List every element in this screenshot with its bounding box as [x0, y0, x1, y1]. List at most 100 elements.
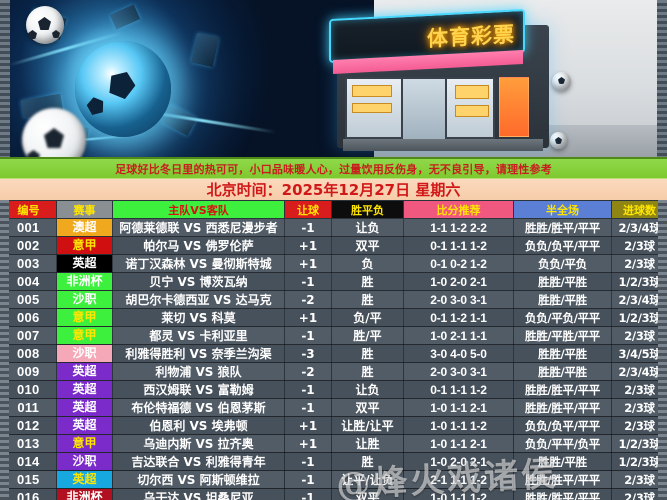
hero-banner-image: 体育彩票: [0, 0, 667, 157]
soccer-ball-icon: [550, 132, 567, 149]
table-row[interactable]: 001 澳超 阿德莱德联 VS 西悉尼漫步者 -1 让负 1-1 1-2 2-2 胜胜/胜平…: [0, 218, 667, 237]
cell-goals: 2/3/4球: [611, 218, 667, 237]
cell-result: 让负: [331, 380, 404, 399]
cell-match: 帕尔马 VS 佛罗伦萨: [112, 236, 285, 255]
cell-goals: 1/2/3球: [611, 434, 667, 453]
table-row[interactable]: 008 沙职 利雅得胜利 VS 奈季兰沟渠 -3 胜 3-0 4-0 5-0 胜胜/平胜 3/…: [0, 344, 667, 363]
cell-score: 1-0 1-1 2-1: [403, 398, 514, 417]
cell-result: 双平: [331, 236, 404, 255]
cell-league: 非洲杯: [56, 488, 113, 500]
cell-id: 012: [0, 416, 57, 435]
cell-halftime: 胜胜/平胜/平平: [513, 326, 612, 345]
cell-league: 沙职: [56, 344, 113, 363]
table-row[interactable]: 011 英超 布伦特福德 VS 伯恩茅斯 -1 双平 1-0 1-1 2-1 胜胜/胜平/平…: [0, 398, 667, 417]
cell-handicap: -1: [284, 272, 332, 291]
cell-league: 意甲: [56, 236, 113, 255]
cell-handicap: -1: [284, 398, 332, 417]
table-row[interactable]: 012 英超 伯恩利 VS 埃弗顿 +1 让胜/让平 1-0 1-1 1-2 负负/负平/平…: [0, 416, 667, 435]
cell-id: 002: [0, 236, 57, 255]
cell-goals: 1/2/3球: [611, 452, 667, 471]
cell-result: 让负: [331, 218, 404, 237]
cell-result: 双平: [331, 488, 404, 500]
cell-score: 1-1 1-2 2-2: [403, 218, 514, 237]
table-row[interactable]: 007 意甲 都灵 VS 卡利亚里 -1 胜/平 1-0 2-1 1-1 胜胜/平胜/平平 2…: [0, 326, 667, 345]
column-header-match: 主队VS客队: [112, 200, 285, 219]
cell-match: 切尔西 VS 阿斯顿维拉: [112, 470, 285, 489]
cell-goals: 2/3球: [611, 398, 667, 417]
cell-handicap: -1: [284, 470, 332, 489]
league-badge: 沙职: [57, 291, 112, 308]
cell-halftime: 胜胜/平胜: [513, 362, 612, 381]
cell-match: 阿德莱德联 VS 西悉尼漫步者: [112, 218, 285, 237]
cell-goals: 2/3球: [611, 254, 667, 273]
cell-match: 利物浦 VS 狼队: [112, 362, 285, 381]
cell-halftime: 负负/平平/负平: [513, 434, 612, 453]
cell-league: 意甲: [56, 434, 113, 453]
column-header-halftime: 半全场: [513, 200, 612, 219]
cell-league: 英超: [56, 398, 113, 417]
cell-score: 1-0 2-0 2-1: [403, 452, 514, 471]
cell-league: 沙职: [56, 452, 113, 471]
cell-halftime: 胜胜/胜平/平平: [513, 470, 612, 489]
column-header-handicap: 让球: [284, 200, 332, 219]
cell-id: 014: [0, 452, 57, 471]
cell-halftime: 胜胜/平胜: [513, 290, 612, 309]
league-badge: 英超: [57, 255, 112, 272]
cell-halftime: 胜胜/胜平/平平: [513, 398, 612, 417]
cell-match: 西汉姆联 VS 富勒姆: [112, 380, 285, 399]
league-badge: 沙职: [57, 345, 112, 362]
shop-promo-banner: [498, 77, 529, 138]
table-row[interactable]: 010 英超 西汉姆联 VS 富勒姆 -1 让负 0-1 1-1 1-2 胜胜/胜平/平平 2…: [0, 380, 667, 399]
cell-match: 乌迪内斯 VS 拉齐奥: [112, 434, 285, 453]
table-row[interactable]: 003 英超 诺丁汉森林 VS 曼彻斯特城 +1 负 0-1 0-2 1-2 负负/平负 2/…: [0, 254, 667, 273]
cell-match: 乌干达 VS 坦桑尼亚: [112, 488, 285, 500]
cell-halftime: 胜胜/平胜: [513, 344, 612, 363]
cell-halftime: 负负/平负: [513, 254, 612, 273]
cell-score: 0-1 1-2 1-1: [403, 308, 514, 327]
cell-handicap: -1: [284, 326, 332, 345]
table-row[interactable]: 005 沙职 胡巴尔卡德西亚 VS 达马克 -2 胜 2-0 3-0 3-1 胜胜/平胜 2/…: [0, 290, 667, 309]
cell-result: 胜: [331, 362, 404, 381]
table-row[interactable]: 016 非洲杯 乌干达 VS 坦桑尼亚 -1 双平 1-0 1-1 1-2 胜胜/胜平/平平…: [0, 488, 667, 500]
cell-score: 2-0 3-0 3-1: [403, 290, 514, 309]
cell-handicap: +1: [284, 416, 332, 435]
table-row[interactable]: 009 英超 利物浦 VS 狼队 -2 胜 2-0 3-0 3-1 胜胜/平胜 2/3/4球: [0, 362, 667, 381]
league-badge: 非洲杯: [57, 273, 112, 290]
cell-goals: 2/3球: [611, 416, 667, 435]
league-badge: 沙职: [57, 453, 112, 470]
league-badge: 英超: [57, 399, 112, 416]
cell-result: 胜/平: [331, 326, 404, 345]
table-row[interactable]: 013 意甲 乌迪内斯 VS 拉齐奥 +1 让胜 1-0 1-1 2-1 负负/平平/负平 1…: [0, 434, 667, 453]
cell-halftime: 胜胜/平胜: [513, 272, 612, 291]
table-row[interactable]: 014 沙职 吉达联合 VS 利雅得青年 -1 胜 1-0 2-0 2-1 胜胜/平胜 1/2…: [0, 452, 667, 471]
table-row[interactable]: 004 非洲杯 贝宁 VS 博茨瓦纳 -1 胜 1-0 2-0 2-1 胜胜/平胜 1/2/3…: [0, 272, 667, 291]
cell-score: 2-0 3-0 3-1: [403, 362, 514, 381]
league-badge: 英超: [57, 417, 112, 434]
league-badge: 意甲: [57, 435, 112, 452]
cell-league: 意甲: [56, 308, 113, 327]
cell-id: 009: [0, 362, 57, 381]
cell-result: 让胜/让平: [331, 416, 404, 435]
table-row[interactable]: 015 英超 切尔西 VS 阿斯顿维拉 -1 让平/让负 2-1 1-1 1-2 胜胜/胜平…: [0, 470, 667, 489]
table-row[interactable]: 006 意甲 莱切 VS 科莫 +1 负/平 0-1 1-2 1-1 负负/平负/平平 1/2…: [0, 308, 667, 327]
cell-score: 1-0 1-1 1-2: [403, 416, 514, 435]
table-row[interactable]: 002 意甲 帕尔马 VS 佛罗伦萨 +1 双平 0-1 1-1 1-2 负负/负平/平平 2…: [0, 236, 667, 255]
shop-window: [344, 77, 495, 142]
cell-score: 0-1 1-1 1-2: [403, 236, 514, 255]
column-header-score: 比分推荐: [403, 200, 514, 219]
cell-goals: 3/4/5球: [611, 344, 667, 363]
cell-id: 011: [0, 398, 57, 417]
cell-goals: 2/3球: [611, 380, 667, 399]
cell-id: 003: [0, 254, 57, 273]
cell-match: 布伦特福德 VS 伯恩茅斯: [112, 398, 285, 417]
cell-goals: 2/3球: [611, 488, 667, 500]
cell-score: 1-0 2-1 1-1: [403, 326, 514, 345]
cell-id: 006: [0, 308, 57, 327]
cell-handicap: -1: [284, 380, 332, 399]
league-badge: 意甲: [57, 327, 112, 344]
cell-league: 英超: [56, 362, 113, 381]
league-badge: 非洲杯: [57, 489, 112, 500]
table-body: 001 澳超 阿德莱德联 VS 西悉尼漫步者 -1 让负 1-1 1-2 2-2 胜胜/胜平…: [0, 218, 667, 500]
shop-steps: [342, 139, 543, 152]
